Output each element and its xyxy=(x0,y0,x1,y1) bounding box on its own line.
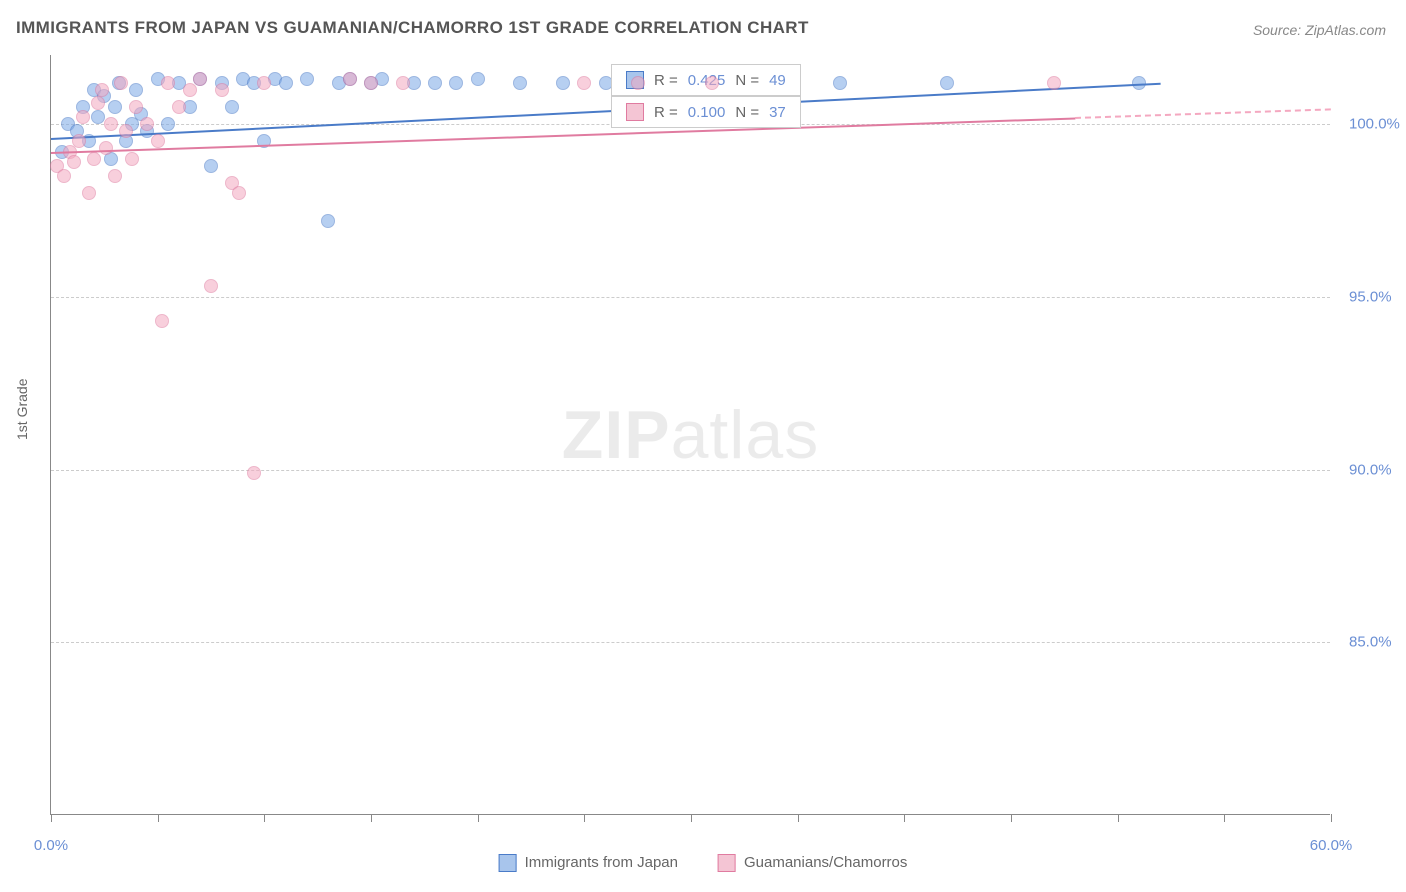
y-axis-label: 1st Grade xyxy=(14,379,30,440)
data-point xyxy=(129,83,143,97)
x-tick xyxy=(478,814,479,822)
legend-item-blue: Immigrants from Japan xyxy=(499,854,678,872)
stats-box: R = 0.100 N = 37 xyxy=(611,96,801,128)
data-point xyxy=(300,72,314,86)
data-point xyxy=(577,76,591,90)
chart-title: IMMIGRANTS FROM JAPAN VS GUAMANIAN/CHAMO… xyxy=(16,18,809,38)
data-point xyxy=(67,155,81,169)
x-tick-label: 0.0% xyxy=(34,837,68,854)
data-point xyxy=(225,100,239,114)
data-point xyxy=(95,83,109,97)
legend-swatch-blue xyxy=(499,854,517,872)
data-point xyxy=(193,72,207,86)
data-point xyxy=(364,76,378,90)
data-point xyxy=(247,466,261,480)
data-point xyxy=(449,76,463,90)
y-tick-label: 85.0% xyxy=(1349,634,1392,651)
data-point xyxy=(396,76,410,90)
y-tick-label: 90.0% xyxy=(1349,461,1392,478)
data-point xyxy=(87,152,101,166)
data-point xyxy=(91,96,105,110)
data-point xyxy=(204,279,218,293)
data-point xyxy=(556,76,570,90)
data-point xyxy=(99,141,113,155)
x-tick xyxy=(1331,814,1332,822)
stats-n-label: N = xyxy=(735,72,759,89)
x-tick xyxy=(584,814,585,822)
gridline-h xyxy=(51,297,1330,298)
data-point xyxy=(705,76,719,90)
data-point xyxy=(428,76,442,90)
data-point xyxy=(125,152,139,166)
y-tick-label: 95.0% xyxy=(1349,288,1392,305)
x-tick xyxy=(798,814,799,822)
source-name: ZipAtlas.com xyxy=(1305,22,1386,38)
chart-container: IMMIGRANTS FROM JAPAN VS GUAMANIAN/CHAMO… xyxy=(0,0,1406,892)
x-tick xyxy=(1118,814,1119,822)
watermark-bold: ZIP xyxy=(562,397,671,473)
data-point xyxy=(140,117,154,131)
data-point xyxy=(833,76,847,90)
x-tick xyxy=(371,814,372,822)
x-tick xyxy=(904,814,905,822)
data-point xyxy=(72,134,86,148)
stats-r-value: 0.100 xyxy=(688,104,726,121)
data-point xyxy=(161,117,175,131)
data-point xyxy=(151,134,165,148)
stats-n-value: 37 xyxy=(769,104,786,121)
watermark: ZIPatlas xyxy=(562,396,819,474)
gridline-h xyxy=(51,642,1330,643)
data-point xyxy=(321,214,335,228)
data-point xyxy=(76,110,90,124)
gridline-h xyxy=(51,470,1330,471)
x-tick xyxy=(264,814,265,822)
data-point xyxy=(279,76,293,90)
data-point xyxy=(108,100,122,114)
data-point xyxy=(104,117,118,131)
data-point xyxy=(215,83,229,97)
legend-bottom: Immigrants from Japan Guamanians/Chamorr… xyxy=(499,854,908,872)
data-point xyxy=(57,169,71,183)
trendline xyxy=(51,117,1075,154)
data-point xyxy=(172,100,186,114)
data-point xyxy=(155,314,169,328)
x-tick xyxy=(1224,814,1225,822)
watermark-light: atlas xyxy=(671,397,820,473)
stats-r-label: R = xyxy=(654,72,678,89)
data-point xyxy=(471,72,485,86)
x-tick xyxy=(51,814,52,822)
data-point xyxy=(257,76,271,90)
data-point xyxy=(343,72,357,86)
stats-n-label: N = xyxy=(735,104,759,121)
x-tick xyxy=(158,814,159,822)
data-point xyxy=(114,76,128,90)
legend-swatch-pink xyxy=(718,854,736,872)
x-tick xyxy=(1011,814,1012,822)
data-point xyxy=(119,124,133,138)
legend-label-pink: Guamanians/Chamorros xyxy=(744,854,907,871)
legend-item-pink: Guamanians/Chamorros xyxy=(718,854,907,872)
stats-swatch xyxy=(626,103,644,121)
x-tick xyxy=(691,814,692,822)
data-point xyxy=(940,76,954,90)
data-point xyxy=(82,186,96,200)
data-point xyxy=(129,100,143,114)
source-attribution: Source: ZipAtlas.com xyxy=(1253,22,1386,38)
data-point xyxy=(513,76,527,90)
x-tick-label: 60.0% xyxy=(1310,837,1353,854)
source-label: Source: xyxy=(1253,22,1305,38)
stats-n-value: 49 xyxy=(769,72,786,89)
data-point xyxy=(161,76,175,90)
data-point xyxy=(1047,76,1061,90)
plot-area: ZIPatlas 85.0%90.0%95.0%100.0%0.0%60.0%R… xyxy=(50,55,1330,815)
data-point xyxy=(108,169,122,183)
legend-label-blue: Immigrants from Japan xyxy=(525,854,678,871)
data-point xyxy=(631,76,645,90)
data-point xyxy=(204,159,218,173)
trendline-dashed xyxy=(1075,109,1331,120)
y-tick-label: 100.0% xyxy=(1349,116,1400,133)
data-point xyxy=(183,83,197,97)
stats-r-label: R = xyxy=(654,104,678,121)
data-point xyxy=(232,186,246,200)
